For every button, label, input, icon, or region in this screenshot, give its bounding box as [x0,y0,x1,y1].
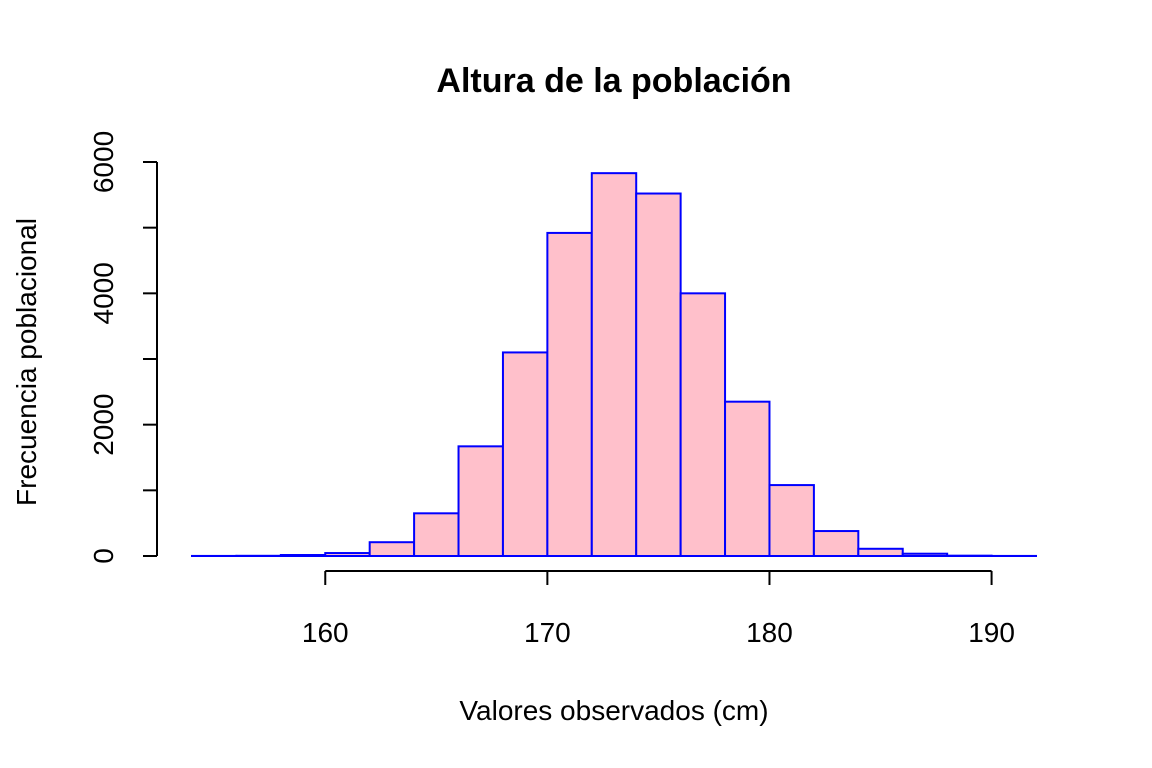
chart-title: Altura de la población [436,62,791,100]
y-tick-label: 0 [88,548,119,564]
y-tick-label: 6000 [88,131,119,193]
histogram-bar [768,484,815,557]
y-axis: 0 2000 4000 6000 [88,131,158,564]
x-axis-label: Valores observados (cm) [459,695,768,726]
histogram-bar [279,554,327,558]
histogram-bar [857,547,904,558]
x-tick-label: 170 [524,617,571,648]
histogram-bar [457,445,504,557]
histogram-bars [191,172,1037,558]
y-tick-label: 2000 [88,394,119,456]
histogram-bar [546,231,593,557]
histogram-bar [901,552,949,557]
histogram-bar [368,541,416,558]
y-tick-label: 4000 [88,262,119,324]
histogram-bar [413,512,460,557]
x-axis: 160 170 180 190 [302,570,1015,648]
histogram-bar [724,400,771,557]
histogram-bar [679,292,727,557]
x-tick-label: 180 [746,617,793,648]
histogram-bar [501,351,549,557]
histogram-bar [324,552,371,557]
histogram-bar [635,192,682,558]
histogram-bar [590,172,638,557]
x-tick-label: 160 [302,617,349,648]
x-tick-label: 190 [968,617,1015,648]
y-axis-label: Frecuencia poblacional [11,218,42,506]
histogram-bar [812,530,860,558]
